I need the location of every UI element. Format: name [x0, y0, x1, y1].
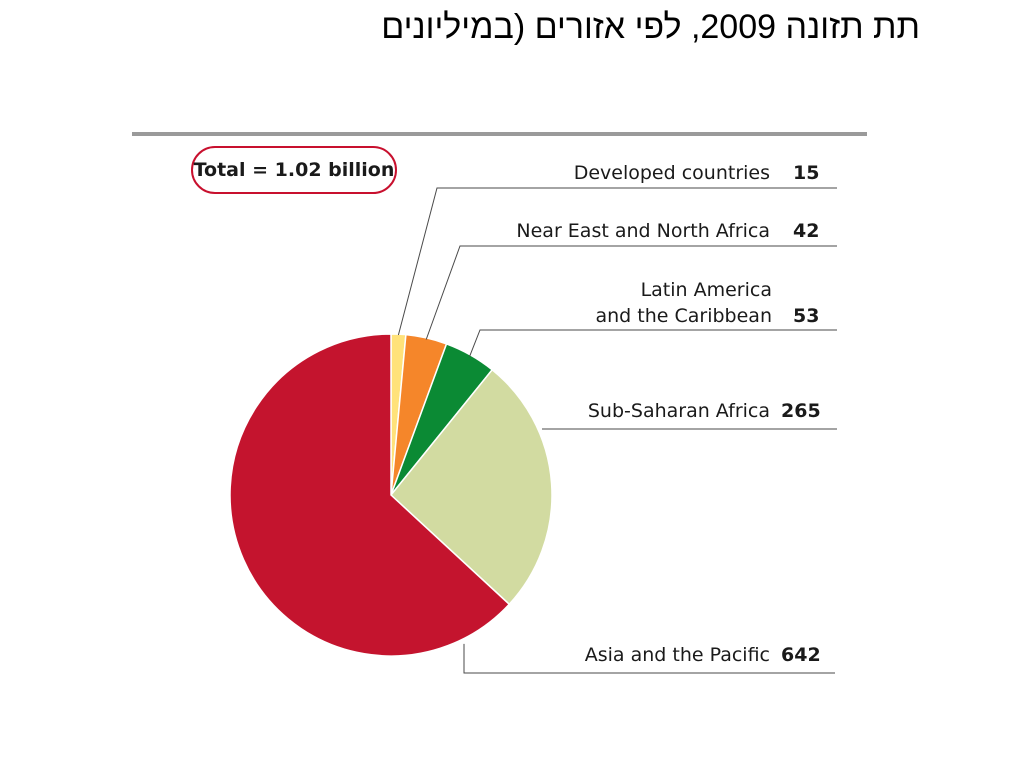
slice-value-asia-pacific: 642 [781, 644, 821, 666]
slice-label-latin-america-line1: Latin America [640, 279, 772, 301]
leader-line-near-east [425, 245, 837, 340]
slice-label-sub-saharan: Sub-Saharan Africa [587, 400, 770, 422]
slice-label-developed: Developed countries [573, 162, 770, 184]
leader-line-latin-america [469, 329, 837, 357]
leader-line-asia-pacific [463, 643, 835, 674]
pie-slice-sub-saharan [389, 368, 553, 606]
pie-slice-asia-pacific [229, 333, 511, 657]
slice-label-latin-america-line2: and the Caribbean [595, 305, 772, 327]
slice-label-near-east: Near East and North Africa [516, 220, 770, 242]
page-title: תת תזונה 2009, לפי אזורים (במיליונים [381, 8, 920, 46]
top-divider [132, 132, 867, 136]
leader-line-developed [397, 187, 837, 336]
slice-label-asia-pacific: Asia and the Pacific [584, 644, 770, 666]
slice-value-latin-america: 53 [793, 305, 820, 327]
slice-value-developed: 15 [793, 162, 820, 184]
slice-value-sub-saharan: 265 [781, 400, 821, 422]
total-badge: Total = 1.02 billion [191, 146, 397, 194]
slice-value-near-east: 42 [793, 220, 820, 242]
